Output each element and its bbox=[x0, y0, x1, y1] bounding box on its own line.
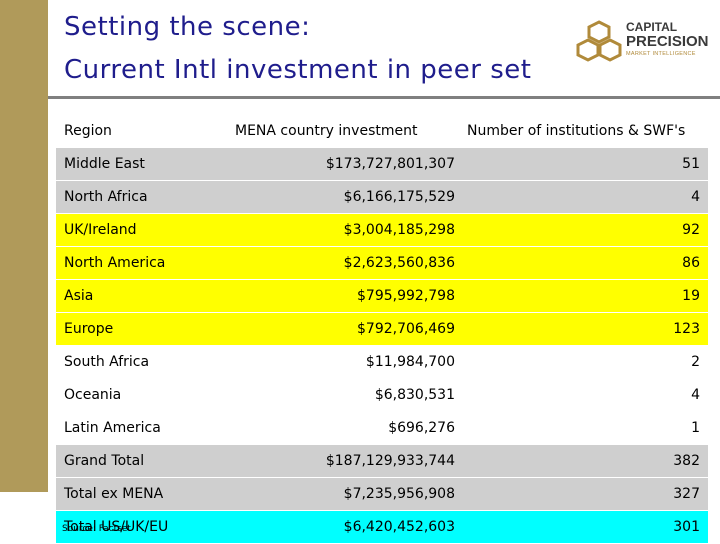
table-row: UK/Ireland $3,004,185,298 92 bbox=[56, 213, 708, 247]
table-row: Asia $795,992,798 19 bbox=[56, 279, 708, 313]
title-line-2: Current Intl investment in peer set bbox=[64, 55, 532, 85]
cell-region: South Africa bbox=[56, 345, 227, 379]
sidebar-accent-bar bbox=[0, 0, 48, 492]
cell-investment: $795,992,798 bbox=[227, 279, 463, 313]
cell-region: Latin America bbox=[56, 411, 227, 445]
logo-line-tagline: MARKET INTELLIGENCE bbox=[626, 51, 696, 57]
table-row: South Africa $11,984,700 2 bbox=[56, 345, 708, 379]
cell-count: 4 bbox=[463, 378, 708, 412]
cell-count: 92 bbox=[463, 213, 708, 247]
table-row: North America $2,623,560,836 86 bbox=[56, 246, 708, 280]
table-row-total-ex-mena: Total ex MENA $7,235,956,908 327 bbox=[56, 477, 708, 511]
cell-investment: $11,984,700 bbox=[227, 345, 463, 379]
cell-region: Total US/UK/EU bbox=[56, 510, 227, 544]
cell-investment: $696,276 bbox=[227, 411, 463, 445]
cube-logo-icon bbox=[576, 20, 622, 62]
cell-region: North America bbox=[56, 246, 227, 280]
table-row: Europe $792,706,469 123 bbox=[56, 312, 708, 346]
table-row: North Africa $6,166,175,529 4 bbox=[56, 180, 708, 214]
cell-count: 123 bbox=[463, 312, 708, 346]
cell-region: Grand Total bbox=[56, 444, 227, 478]
source-note: Source: Factset bbox=[62, 524, 131, 534]
cell-investment: $3,004,185,298 bbox=[227, 213, 463, 247]
cell-region: Oceania bbox=[56, 378, 227, 412]
cell-region: Total ex MENA bbox=[56, 477, 227, 511]
cell-investment: $187,129,933,744 bbox=[227, 444, 463, 478]
cell-count: 301 bbox=[463, 510, 708, 544]
cell-count: 327 bbox=[463, 477, 708, 511]
table-row-total-us-uk-eu: Total US/UK/EU $6,420,452,603 301 bbox=[56, 510, 708, 544]
header-investment: MENA country investment bbox=[227, 115, 463, 148]
title-divider bbox=[48, 96, 720, 99]
cell-investment: $2,623,560,836 bbox=[227, 246, 463, 280]
table-row: Middle East $173,727,801,307 51 bbox=[56, 147, 708, 181]
header-institutions: Number of institutions & SWF's bbox=[463, 115, 708, 148]
cell-investment: $792,706,469 bbox=[227, 312, 463, 346]
cell-investment: $6,166,175,529 bbox=[227, 180, 463, 214]
logo-line-precision: PRECISION bbox=[626, 33, 709, 50]
cell-region: Europe bbox=[56, 312, 227, 346]
cell-investment: $7,235,956,908 bbox=[227, 477, 463, 511]
cell-region: Middle East bbox=[56, 147, 227, 181]
table-header-row: Region MENA country investment Number of… bbox=[56, 115, 708, 148]
cell-investment: $6,420,452,603 bbox=[227, 510, 463, 544]
cell-count: 1 bbox=[463, 411, 708, 445]
cell-region: Asia bbox=[56, 279, 227, 313]
investment-table: Region MENA country investment Number of… bbox=[56, 115, 708, 544]
cell-count: 4 bbox=[463, 180, 708, 214]
table-row: Latin America $696,276 1 bbox=[56, 411, 708, 445]
cell-investment: $173,727,801,307 bbox=[227, 147, 463, 181]
logo-line-capital: CAPITAL bbox=[626, 20, 678, 34]
slide-title: Setting the scene: Current Intl investme… bbox=[64, 6, 532, 92]
cell-count: 19 bbox=[463, 279, 708, 313]
cell-investment: $6,830,531 bbox=[227, 378, 463, 412]
title-line-1: Setting the scene: bbox=[64, 12, 311, 42]
cell-region: North Africa bbox=[56, 180, 227, 214]
table-row-grand-total: Grand Total $187,129,933,744 382 bbox=[56, 444, 708, 478]
cell-count: 51 bbox=[463, 147, 708, 181]
cell-count: 382 bbox=[463, 444, 708, 478]
capital-precision-logo: CAPITAL PRECISION MARKET INTELLIGENCE bbox=[576, 16, 716, 66]
cell-count: 86 bbox=[463, 246, 708, 280]
cell-region: UK/Ireland bbox=[56, 213, 227, 247]
cell-count: 2 bbox=[463, 345, 708, 379]
table-row: Oceania $6,830,531 4 bbox=[56, 378, 708, 412]
header-region: Region bbox=[56, 115, 227, 148]
